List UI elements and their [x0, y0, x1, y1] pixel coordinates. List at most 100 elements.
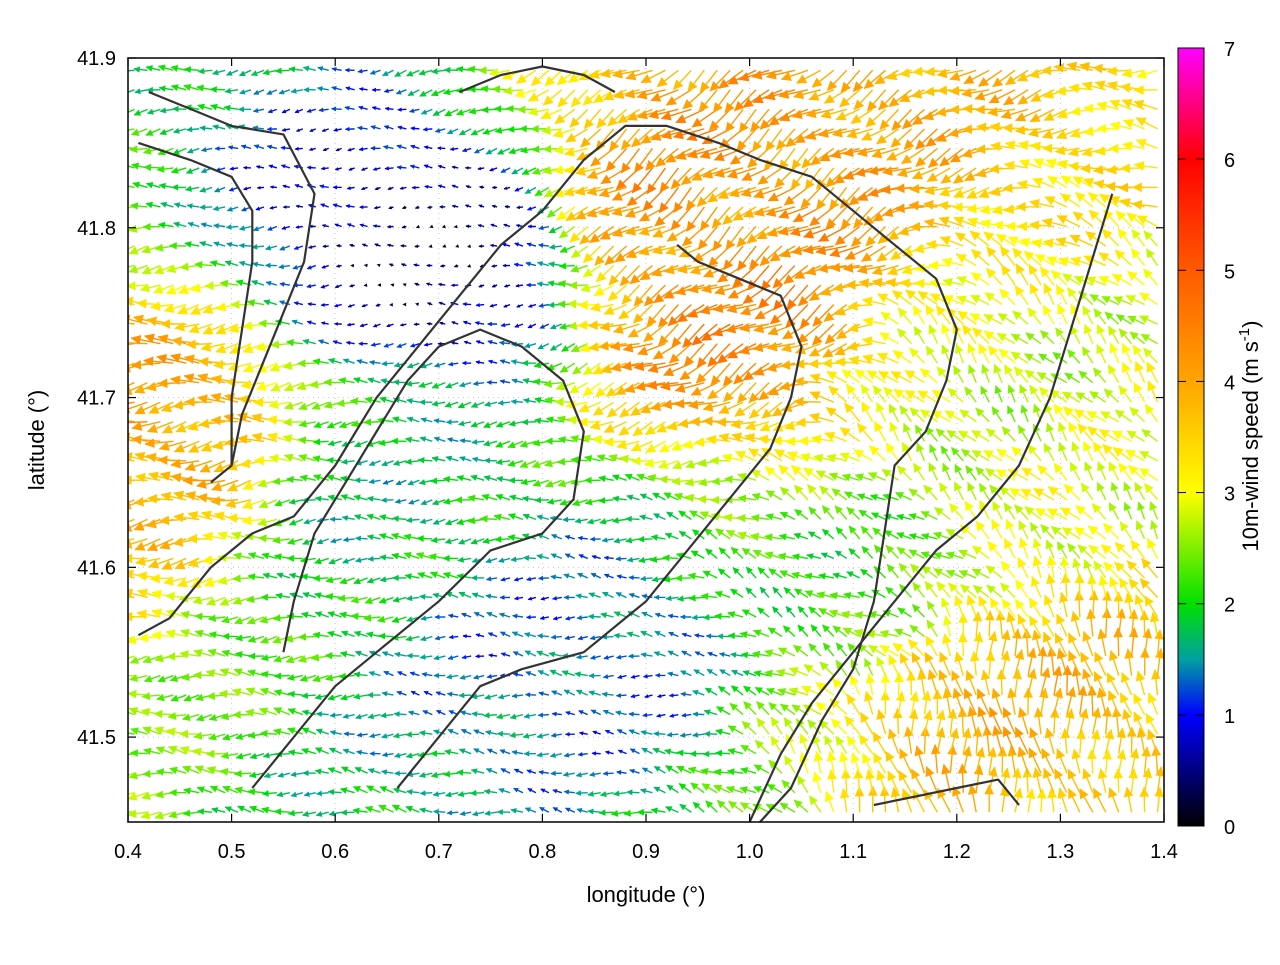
wind-vector	[303, 771, 316, 776]
wind-vector	[471, 769, 484, 774]
wind-vector	[240, 90, 251, 94]
wind-vector	[766, 207, 795, 217]
wind-vector	[359, 342, 368, 345]
wind-vector	[795, 589, 808, 598]
wind-vector	[893, 709, 902, 734]
wind-vector	[457, 770, 471, 776]
wind-vector	[732, 670, 743, 675]
wind-vector	[147, 182, 161, 187]
wind-vector	[1155, 649, 1164, 676]
wind-vector	[503, 264, 510, 267]
wind-vector	[560, 246, 575, 252]
wind-vector	[716, 750, 730, 756]
wind-vector	[653, 493, 666, 500]
wind-vector	[752, 493, 769, 500]
wind-vector	[998, 747, 1007, 773]
wind-vector	[1006, 520, 1015, 539]
wind-vector	[316, 812, 328, 817]
wind-vector	[159, 86, 173, 92]
wind-vector	[1019, 538, 1028, 559]
wind-vector	[362, 304, 367, 306]
wind-vector	[406, 459, 420, 464]
wind-vector	[830, 592, 847, 599]
wind-vector	[1105, 312, 1119, 324]
wind-vector	[292, 320, 303, 324]
wind-vector	[220, 280, 238, 287]
wind-vector	[1001, 583, 1015, 597]
wind-vector	[270, 206, 277, 209]
wind-vector	[302, 748, 316, 753]
wind-vector	[307, 166, 315, 169]
wind-vector	[564, 574, 575, 578]
wind-vector	[1018, 708, 1028, 735]
wind-vector	[682, 651, 692, 656]
wind-vector	[495, 536, 510, 542]
wind-vector	[912, 653, 924, 676]
wind-vector	[618, 675, 627, 678]
wind-vector	[328, 441, 341, 446]
wind-vector	[627, 632, 640, 637]
wind-vector	[592, 555, 601, 558]
wind-vector	[825, 792, 834, 813]
wind-vector	[254, 227, 264, 231]
colorbar-tick-label: 6	[1224, 150, 1235, 172]
wind-vector	[227, 70, 238, 75]
wind-vector	[1142, 429, 1158, 441]
wind-vector	[743, 671, 756, 676]
wind-vector	[395, 652, 407, 657]
wind-vector	[580, 732, 588, 735]
wind-vector	[496, 459, 510, 464]
wind-vector	[911, 769, 924, 793]
wind-vector	[955, 465, 963, 481]
wind-vector	[132, 129, 148, 136]
colorbar-tick-label: 4	[1224, 372, 1235, 394]
wind-vector	[599, 476, 614, 482]
wind-vector	[381, 498, 393, 503]
wind-vector	[448, 656, 458, 660]
wind-vector	[751, 470, 769, 480]
wind-vector	[924, 485, 937, 500]
wind-vector	[364, 284, 367, 287]
wind-vector	[825, 736, 834, 754]
wind-vector	[486, 730, 497, 734]
wind-vector	[514, 578, 523, 581]
wind-vector	[342, 631, 355, 636]
wind-vector	[459, 421, 472, 426]
wind-vectors	[105, 62, 1165, 819]
wind-vector	[715, 613, 730, 619]
wind-vector	[1147, 362, 1157, 382]
wind-vector	[1082, 347, 1092, 363]
wind-vector	[369, 671, 380, 675]
wind-vector	[539, 304, 549, 308]
wind-vector	[576, 594, 588, 599]
wind-vector	[954, 366, 964, 383]
wind-vector	[1084, 560, 1093, 578]
wind-vector	[549, 652, 562, 657]
wind-vector	[236, 753, 251, 759]
wind-vector	[1068, 350, 1080, 363]
wind-vector	[186, 168, 199, 174]
wind-vector	[213, 206, 225, 211]
wind-vector	[1002, 265, 1015, 285]
wind-vector	[706, 549, 717, 559]
wind-vector	[771, 736, 782, 753]
wind-vector	[758, 568, 769, 578]
wind-vector	[1136, 521, 1144, 539]
wind-vector	[480, 516, 497, 522]
wind-vector	[898, 308, 911, 324]
wind-vector	[400, 187, 406, 190]
wind-vector	[701, 593, 717, 599]
wind-vector	[210, 261, 225, 267]
wind-vector	[537, 651, 549, 656]
wind-vector	[1076, 506, 1093, 520]
wind-vector	[283, 206, 289, 209]
wind-vector	[307, 321, 315, 324]
wind-vector	[1041, 331, 1054, 344]
wind-vector	[1138, 502, 1145, 519]
wind-vector	[281, 165, 289, 168]
wind-vector	[929, 325, 937, 344]
wind-vector	[1083, 769, 1093, 793]
wind-vector	[473, 457, 485, 462]
wind-vector	[898, 608, 912, 617]
wind-vector	[359, 87, 367, 90]
